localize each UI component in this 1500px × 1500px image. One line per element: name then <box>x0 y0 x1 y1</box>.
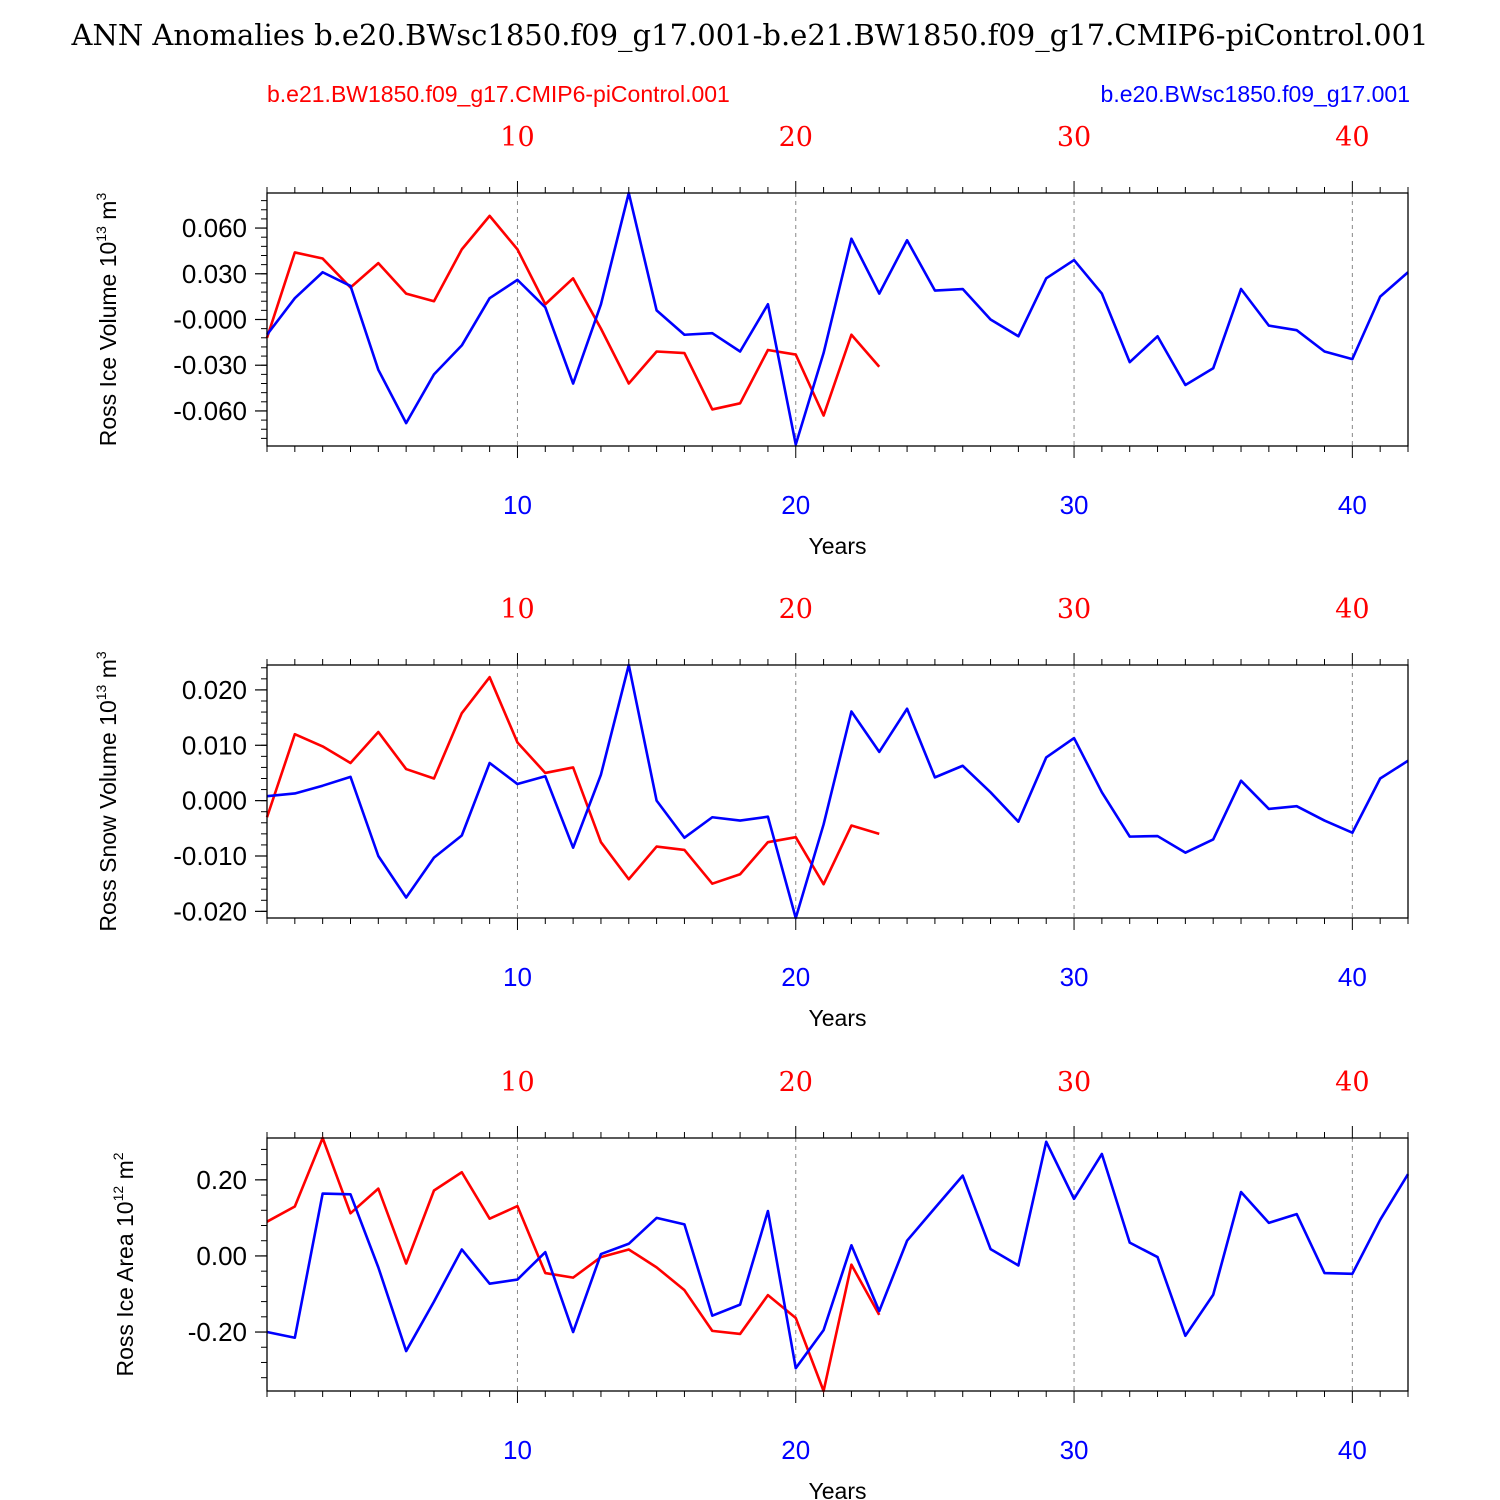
x-top-tick-label: 20 <box>779 122 813 153</box>
x-bottom-tick-label: 40 <box>1338 1435 1367 1465</box>
y-tick-label: 0.060 <box>182 213 247 243</box>
y-axis-label-unit-exponent: 2 <box>110 1152 126 1160</box>
y-tick-label: -0.020 <box>173 896 247 926</box>
x-top-tick-label: 20 <box>779 1067 813 1098</box>
plot-frame <box>266 1137 1409 1392</box>
y-axis-label-unit: m <box>95 659 121 685</box>
x-top-tick-label: 30 <box>1057 594 1091 625</box>
y-tick-label: 0.20 <box>196 1165 247 1195</box>
series-line-piControl <box>266 1136 881 1393</box>
y-tick-label: -0.010 <box>173 841 247 871</box>
y-tick-label: -0.060 <box>173 396 247 426</box>
y-tick-label: 0.00 <box>196 1241 247 1271</box>
plot-frame <box>266 192 1409 447</box>
x-bottom-tick-label: 40 <box>1338 962 1367 992</box>
y-axis-label-unit: m <box>95 201 121 227</box>
x-bottom-tick-label: 30 <box>1060 962 1089 992</box>
series-line-BWsc1850 <box>266 1140 1410 1370</box>
series-line-BWsc1850 <box>265 191 1409 446</box>
y-tick-label: 0.000 <box>182 786 247 816</box>
y-axis-label-exponent: 13 <box>93 684 109 700</box>
x-top-tick-label: 10 <box>500 594 534 625</box>
x-axis-label: Years <box>809 1478 867 1500</box>
legend-piControl: b.e21.BW1850.f09_g17.CMIP6-piControl.001 <box>267 81 730 107</box>
x-bottom-tick-label: 10 <box>503 490 532 520</box>
x-bottom-tick-label: 20 <box>781 1435 810 1465</box>
y-tick-label: -0.030 <box>173 350 247 380</box>
x-top-tick-label: 30 <box>1057 1067 1091 1098</box>
x-top-tick-label: 10 <box>500 1067 534 1098</box>
panel-1: 0.060 0.030 -0.000 -0.030 -0.060 10 10 20 20 30 30… <box>93 122 1409 559</box>
plot-frame <box>266 664 1409 919</box>
legend-BWsc1850: b.e20.BWsc1850.f09_g17.001 <box>1101 81 1410 107</box>
x-top-tick-label: 20 <box>779 594 813 625</box>
panel-3: 0.20 0.00 -0.20 10 10 20 20 30 30 40 40 Years Ross I… <box>110 1067 1410 1500</box>
x-bottom-tick-label: 20 <box>781 490 810 520</box>
y-axis-label: Ross Snow Volume 1013 m3 <box>93 651 121 932</box>
x-axis-label: Years <box>809 533 867 559</box>
y-axis-label: Ross Ice Volume 1013 m3 <box>93 193 121 447</box>
x-top-tick-label: 40 <box>1335 122 1369 153</box>
figure-title: ANN Anomalies b.e20.BWsc1850.f09_g17.001… <box>71 18 1429 53</box>
y-tick-label: 0.020 <box>182 675 247 705</box>
y-axis-label-text: Ross Snow Volume 10 <box>95 700 121 931</box>
x-top-tick-label: 30 <box>1057 122 1091 153</box>
x-bottom-tick-label: 20 <box>781 962 810 992</box>
y-tick-label: 0.010 <box>182 730 247 760</box>
y-axis-label-unit-exponent: 3 <box>93 193 109 201</box>
y-axis-label-exponent: 13 <box>93 226 109 242</box>
y-axis-label-unit: m <box>112 1160 138 1186</box>
panel-2: 0.020 0.010 0.000 -0.010 -0.020 10 10 20 20 30 30 4… <box>93 594 1409 1031</box>
x-top-tick-label: 40 <box>1335 1067 1369 1098</box>
x-bottom-tick-label: 30 <box>1060 1435 1089 1465</box>
y-axis-label: Ross Ice Area 1012 m2 <box>110 1152 138 1376</box>
y-tick-label: -0.000 <box>173 305 247 335</box>
series-line-piControl <box>265 675 880 886</box>
panels-group: 0.0600.030-0.000-0.030-0.060101020203030… <box>93 122 1410 1500</box>
series-line-piControl <box>265 214 881 417</box>
y-axis-label-text: Ross Ice Volume 10 <box>95 242 121 447</box>
x-axis-label: Years <box>809 1005 867 1031</box>
series-line-BWsc1850 <box>266 663 1409 920</box>
y-tick-label: 0.030 <box>182 259 247 289</box>
x-bottom-tick-label: 10 <box>503 1435 532 1465</box>
y-tick-label: -0.20 <box>188 1317 247 1347</box>
x-top-tick-label: 10 <box>500 122 534 153</box>
x-top-tick-label: 40 <box>1335 594 1369 625</box>
x-bottom-tick-label: 10 <box>503 962 532 992</box>
x-bottom-tick-label: 40 <box>1338 490 1367 520</box>
y-axis-label-text: Ross Ice Area 10 <box>112 1201 138 1376</box>
y-axis-label-unit-exponent: 3 <box>93 651 109 659</box>
y-axis-label-exponent: 12 <box>110 1186 126 1202</box>
x-bottom-tick-label: 30 <box>1060 490 1089 520</box>
